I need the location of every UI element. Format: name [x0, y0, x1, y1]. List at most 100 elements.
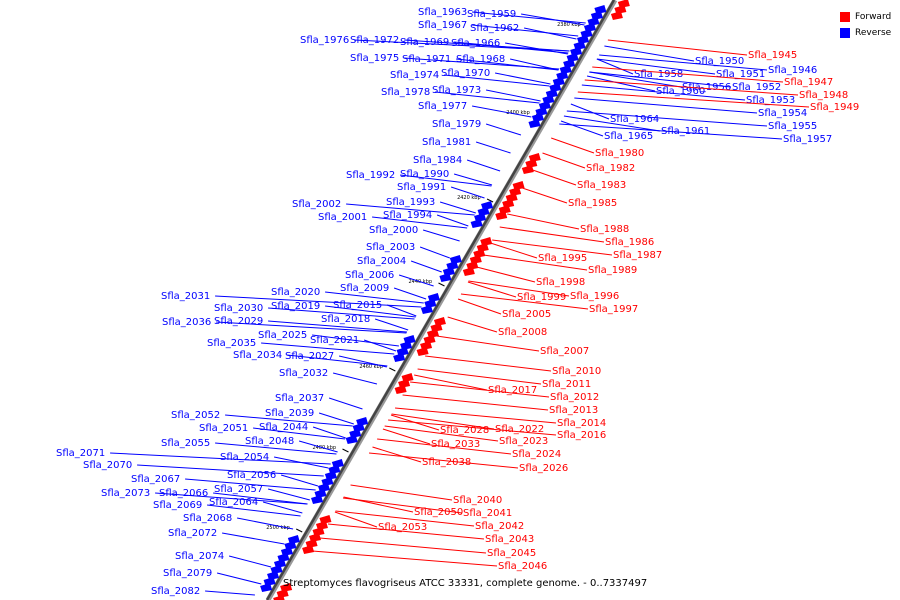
forward-gene-block: [273, 595, 285, 600]
reverse-leader-line: [444, 74, 550, 87]
reverse-gene-block: [446, 261, 459, 270]
genome-caption: Streptomyces flavogriseus ATCC 33331, co…: [283, 578, 648, 589]
reverse-gene-block: [263, 577, 276, 586]
reverse-leader-line: [436, 214, 469, 227]
forward-gene-label: Sfla_2024: [512, 449, 561, 460]
reverse-leader-line: [509, 58, 559, 71]
forward-leader-line: [507, 213, 580, 230]
reverse-gene-block: [439, 273, 452, 282]
reverse-gene-block: [424, 299, 437, 308]
reverse-gene-label: Sfla_1951: [716, 69, 765, 80]
forward-leader-line: [368, 452, 519, 469]
forward-leader-line: [476, 266, 536, 283]
reverse-leader-line: [137, 464, 324, 477]
reverse-leader-line: [372, 216, 468, 229]
forward-gene-block: [430, 323, 443, 332]
forward-gene-block: [521, 165, 534, 174]
reverse-gene-block: [474, 213, 487, 222]
reverse-leader-line: [400, 174, 492, 187]
reverse-gene-label: Sfla_1970: [441, 68, 490, 79]
reverse-gene-label: Sfla_1994: [383, 210, 432, 221]
reverse-gene-label: Sfla_2034: [233, 350, 282, 361]
reverse-leader-line: [346, 203, 475, 216]
reverse-gene-block: [442, 267, 455, 276]
forward-leader-line: [447, 316, 498, 333]
reverse-gene-block: [349, 429, 362, 438]
forward-gene-block: [423, 335, 436, 344]
forward-gene-block: [480, 237, 493, 246]
reverse-leader-line: [185, 478, 316, 491]
forward-swatch: [840, 12, 850, 22]
forward-gene-label: Sfla_1948: [799, 90, 848, 101]
reverse-leader-line: [559, 123, 783, 140]
reverse-gene-label: Sfla_2001: [318, 212, 367, 223]
reverse-gene-block: [403, 335, 416, 344]
forward-leader-line: [402, 394, 549, 411]
forward-leader-line: [457, 298, 502, 315]
reverse-leader-line: [466, 159, 501, 172]
reverse-gene-block: [324, 471, 337, 480]
forward-leader-line: [490, 242, 538, 259]
forward-gene-label: Sfla_1995: [538, 253, 587, 264]
reverse-leader-line: [566, 110, 768, 127]
reverse-gene-label: Sfla_2074: [175, 551, 224, 562]
reverse-gene-block: [556, 71, 569, 80]
reverse-gene-block: [552, 77, 565, 86]
reverse-gene-label: Sfla_2000: [369, 225, 418, 236]
forward-leader-line: [377, 438, 512, 455]
reverse-leader-line: [205, 590, 255, 596]
reverse-leader-line: [596, 58, 634, 75]
position-tick: [389, 367, 396, 372]
forward-gene-label: Sfla_2007: [540, 346, 589, 357]
reverse-gene-label: Sfla_1958: [634, 69, 683, 80]
reverse-gene-block: [590, 11, 603, 20]
reverse-gene-label: Sfla_1967: [418, 20, 467, 31]
reverse-gene-label: Sfla_2044: [259, 422, 308, 433]
forward-gene-block: [614, 5, 627, 14]
forward-leader-line: [492, 239, 613, 256]
reverse-gene-label: Sfla_2019: [271, 301, 320, 312]
reverse-leader-line: [325, 305, 416, 318]
forward-gene-label: Sfla_2010: [552, 366, 601, 377]
reverse-leader-line: [435, 91, 540, 104]
reverse-gene-block: [277, 553, 290, 562]
reverse-gene-block: [449, 255, 462, 264]
reverse-gene-block: [314, 489, 327, 498]
reverse-gene-block: [273, 559, 286, 568]
reverse-gene-label: Sfla_2025: [258, 330, 307, 341]
reverse-gene-block: [594, 5, 607, 14]
reverse-gene-label: Sfla_1969: [400, 37, 449, 48]
reverse-gene-block: [328, 465, 341, 474]
forward-leader-line: [342, 497, 463, 514]
forward-gene-block: [305, 539, 318, 548]
reverse-gene-label: Sfla_2073: [101, 488, 150, 499]
reverse-leader-line: [312, 334, 399, 347]
reverse-gene-label: Sfla_1962: [470, 23, 519, 34]
reverse-gene-label: Sfla_1957: [783, 134, 832, 145]
reverse-leader-line: [589, 71, 682, 88]
reverse-gene-block: [317, 483, 330, 492]
reverse-gene-label: Sfla_1971: [402, 54, 451, 65]
reverse-gene-label: Sfla_1946: [768, 65, 817, 76]
reverse-gene-label: Sfla_1978: [381, 87, 430, 98]
reverse-leader-line: [338, 355, 387, 368]
forward-leader-line: [414, 374, 488, 391]
forward-leader-line: [592, 66, 784, 83]
forward-leader-line: [584, 79, 799, 96]
reverse-gene-label: Sfla_1975: [350, 53, 399, 64]
reverse-gene-label: Sfla_2071: [56, 448, 105, 459]
reverse-gene-label: Sfla_2030: [214, 303, 263, 314]
forward-gene-label: Sfla_2045: [487, 548, 536, 559]
forward-gene-label: Sfla_1980: [595, 148, 644, 159]
forward-gene-block: [512, 181, 525, 190]
reverse-gene-label: Sfla_2054: [220, 452, 269, 463]
forward-gene-block: [315, 521, 328, 530]
reverse-gene-label: Sfla_1961: [661, 126, 710, 137]
legend-forward: Forward: [840, 9, 891, 25]
position-marker-label: 2420 kbp: [457, 195, 481, 201]
reverse-gene-block: [477, 207, 490, 216]
reverse-gene-label: Sfla_2082: [151, 586, 200, 597]
reverse-gene-label: Sfla_1993: [386, 197, 435, 208]
reverse-gene-label: Sfla_1953: [746, 95, 795, 106]
reverse-gene-label: Sfla_2029: [214, 316, 263, 327]
